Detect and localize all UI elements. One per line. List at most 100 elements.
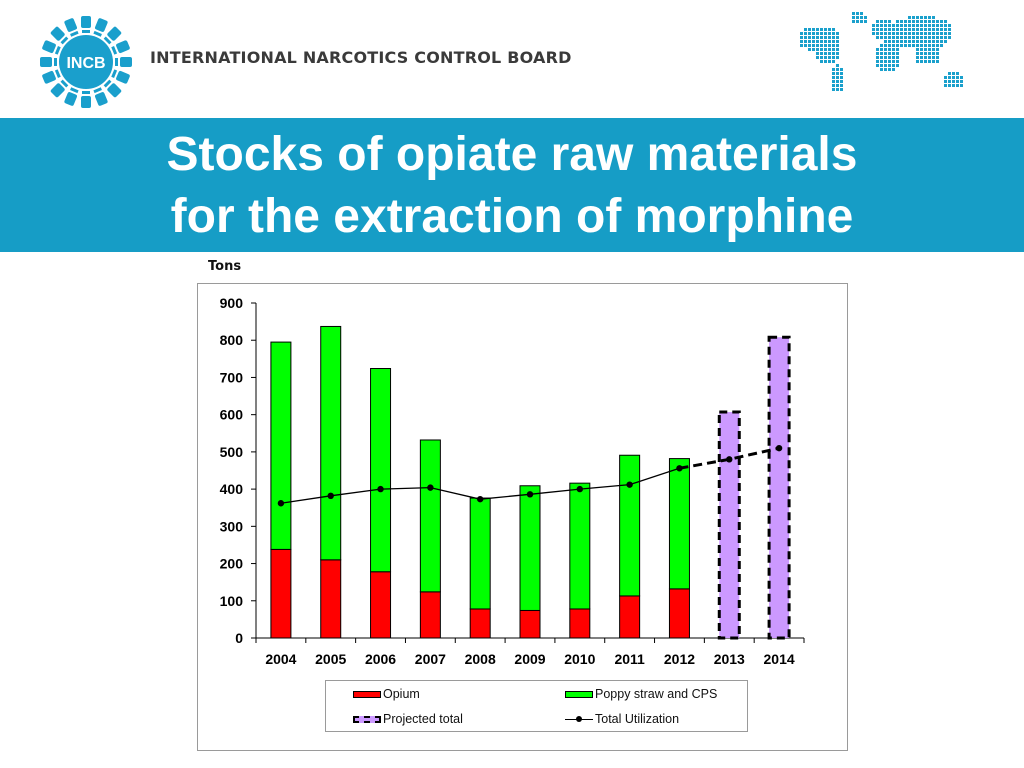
legend-item-poppy-straw: Poppy straw and CPS: [565, 686, 717, 702]
map-dot: [948, 36, 951, 39]
map-dot: [836, 56, 839, 59]
map-dot: [820, 40, 823, 43]
map-dot: [884, 44, 887, 47]
map-dot: [920, 60, 923, 63]
logo-ring-segment: [64, 18, 79, 37]
map-dot: [932, 40, 935, 43]
map-dot: [856, 20, 859, 23]
map-dot: [840, 72, 843, 75]
logo-outer-tile: [107, 26, 122, 41]
bar-opium: [370, 571, 392, 639]
map-dot: [800, 32, 803, 35]
map-dot: [828, 36, 831, 39]
map-dot: [936, 20, 939, 23]
map-dot: [884, 20, 887, 23]
map-dot: [944, 32, 947, 35]
x-tick-label: 2011: [614, 651, 645, 667]
map-dot: [804, 44, 807, 47]
map-dot: [816, 36, 819, 39]
logo-ring-segment: [40, 57, 57, 67]
header: INCB INTERNATIONAL NARCOTICS CONTROL BOA…: [0, 0, 1024, 118]
map-dot: [932, 20, 935, 23]
map-dot: [852, 16, 855, 19]
map-dot: [888, 60, 891, 63]
map-dot: [916, 32, 919, 35]
map-dot: [808, 48, 811, 51]
y-tick-label: 900: [220, 295, 244, 311]
map-dot: [928, 56, 931, 59]
map-dot: [920, 56, 923, 59]
map-dot: [948, 84, 951, 87]
map-dot: [908, 36, 911, 39]
bar-poppy-straw: [469, 497, 491, 610]
bar-poppy-straw: [569, 482, 591, 610]
logo-inner-tile: [103, 36, 112, 45]
map-dot: [944, 80, 947, 83]
map-dot: [808, 40, 811, 43]
map-dot: [832, 36, 835, 39]
map-dot: [872, 32, 875, 35]
logo-inner-tile: [60, 36, 69, 45]
map-dot: [824, 32, 827, 35]
map-dot: [828, 28, 831, 31]
map-dot: [924, 40, 927, 43]
map-dot: [820, 48, 823, 51]
map-dot: [920, 16, 923, 19]
map-dot: [816, 52, 819, 55]
legend-label-opium: Opium: [383, 687, 420, 701]
map-dot: [920, 44, 923, 47]
map-dot: [896, 40, 899, 43]
map-dot: [880, 36, 883, 39]
map-dot: [920, 36, 923, 39]
bar-poppy-straw: [419, 439, 441, 593]
map-dot: [896, 48, 899, 51]
map-dot: [896, 64, 899, 67]
map-dot: [912, 20, 915, 23]
map-dot: [884, 52, 887, 55]
map-dot: [812, 28, 815, 31]
map-dot: [896, 44, 899, 47]
map-dot: [880, 56, 883, 59]
logo-ring-segment: [81, 16, 91, 33]
map-dot: [804, 36, 807, 39]
map-dot: [904, 40, 907, 43]
y-tick-label: 100: [220, 593, 244, 609]
map-dot: [880, 20, 883, 23]
map-dot: [820, 52, 823, 55]
map-dot: [872, 24, 875, 27]
map-dot: [812, 44, 815, 47]
bar-opium: [270, 548, 292, 639]
logo-ring-segment: [50, 26, 69, 45]
map-dot: [812, 36, 815, 39]
map-dot: [836, 32, 839, 35]
map-dot: [888, 40, 891, 43]
logo-outer-tile: [116, 71, 130, 84]
map-dot: [948, 80, 951, 83]
map-dot: [896, 56, 899, 59]
map-dot: [956, 84, 959, 87]
logo-inner-tile: [60, 79, 69, 88]
map-dot: [884, 56, 887, 59]
map-dot: [884, 36, 887, 39]
map-dot: [832, 44, 835, 47]
map-dot: [952, 80, 955, 83]
map-dot: [940, 44, 943, 47]
map-dot: [836, 72, 839, 75]
map-dot: [924, 60, 927, 63]
map-dot: [876, 60, 879, 63]
map-dot: [908, 44, 911, 47]
logo-ring-segment: [115, 57, 132, 67]
map-dot: [932, 56, 935, 59]
map-dot: [836, 76, 839, 79]
bar-opium: [469, 608, 491, 639]
title-line-2: for the extraction of morphine: [170, 190, 854, 243]
map-dot: [884, 60, 887, 63]
map-dot: [832, 72, 835, 75]
map-dot: [904, 36, 907, 39]
utilization-point: [327, 492, 334, 500]
map-dot: [896, 60, 899, 63]
map-dot: [900, 44, 903, 47]
y-tick-label: 700: [220, 369, 244, 385]
logo-ring-segment: [111, 40, 130, 55]
map-dot: [880, 32, 883, 35]
